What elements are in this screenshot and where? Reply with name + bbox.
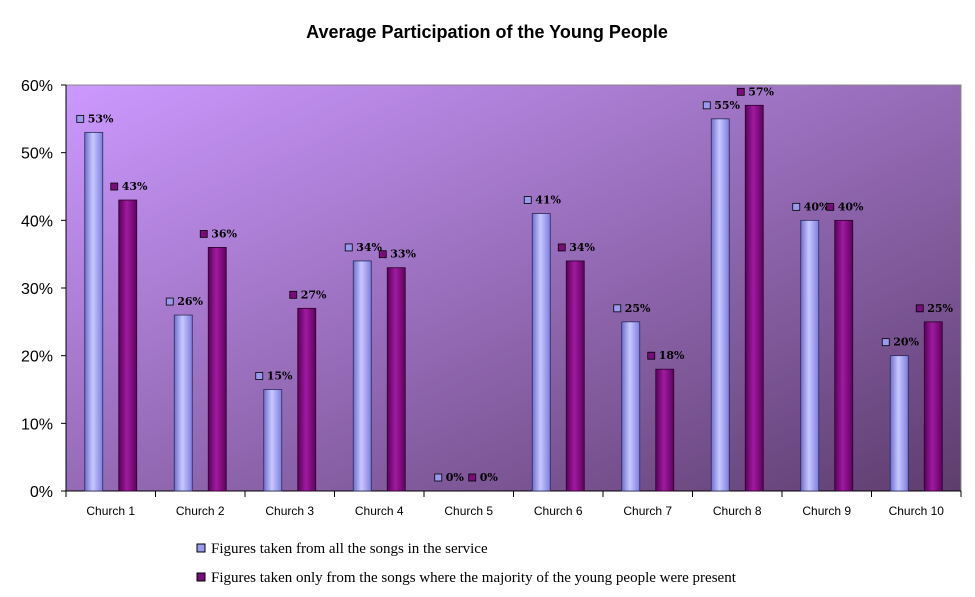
data-label: 36% [211,227,237,240]
plot-area [65,84,962,492]
legend-label-series-2: Figures taken only from the songs where … [211,570,737,586]
data-label-marker [647,351,656,360]
y-tick-label: 50% [21,146,53,163]
data-label: 34% [569,241,595,254]
y-tick-label: 60% [21,78,53,95]
data-label: 18% [659,349,685,362]
data-label: 25% [927,302,953,315]
bar-series-1 [531,213,551,492]
bar-series-2 [386,267,406,492]
y-tick-label: 40% [21,213,53,230]
data-label-marker [378,250,387,259]
bar-series-1 [352,260,372,492]
data-label: 27% [301,288,327,301]
data-label-marker [881,338,890,347]
bar-series-2 [118,199,138,492]
data-label-marker [199,229,208,238]
x-tick-label: Church 4 [355,504,404,518]
data-label-marker [792,202,801,211]
data-label-marker [165,297,174,306]
bar-series-1 [173,314,193,492]
y-tick-label: 0% [30,484,53,501]
x-tick-label: Church 3 [265,504,314,518]
bar-series-1 [889,355,909,492]
data-label: 57% [748,85,774,98]
bar-series-1 [84,131,104,492]
data-label: 40% [838,200,864,213]
legend-swatch-series-2 [196,572,206,582]
data-label-marker [468,473,477,482]
data-label: 25% [625,302,651,315]
data-label-marker [110,182,119,191]
x-axis: Church 1 Church 2 Church 3 Church 4 Church 5… [65,490,962,518]
bar-series-2 [834,219,854,492]
data-label-marker [76,114,85,123]
x-tick-label: Church 7 [623,504,672,518]
data-label-marker [915,304,924,313]
legend-swatch-series-1 [196,543,206,553]
data-label-marker [523,196,532,204]
bar-series-1 [800,219,820,492]
x-tick-label: Church 10 [889,504,945,518]
y-axis: 0% 10% 20% 30% 40% 50% 60% [21,78,67,501]
bar-series-1 [263,389,283,492]
x-tick-label: Church 1 [86,504,135,518]
chart-title: Average Participation of the Young Peopl… [306,22,668,42]
x-tick-label: Church 6 [534,504,583,518]
data-label: 20% [893,336,919,349]
data-label-marker [344,243,353,252]
data-label: 40% [804,200,830,213]
bar-series-2 [207,246,227,492]
bar-series-1 [710,118,730,492]
bar-series-2 [923,321,943,492]
data-label-marker [557,243,566,252]
data-label-marker [289,290,298,299]
legend: Figures taken from all the songs in the … [196,541,737,586]
data-label-marker [255,372,264,380]
data-label: 15% [267,370,293,383]
bar-series-2 [297,307,317,492]
data-label: 0% [480,471,499,484]
bar-series-2 [565,260,585,492]
bar-series-2 [744,104,764,492]
bar-series-2 [655,368,675,492]
x-tick-label: Church 5 [444,504,493,518]
x-tick-label: Church 8 [713,504,762,518]
data-label-marker [613,304,622,313]
bars [84,104,943,492]
data-label-marker [434,473,443,482]
data-label: 41% [535,194,561,207]
data-label-marker [826,202,835,211]
bar-series-1 [621,321,641,492]
data-label-marker [736,87,745,96]
y-tick-label: 10% [21,416,53,433]
data-label: 55% [714,99,740,112]
data-labels: 53% 43% 26% 36% 15% 27% 34% 33% 0% 0% 41% 34% 25% 18%… [76,85,954,484]
data-label: 34% [356,241,382,254]
data-label: 33% [390,248,416,261]
x-tick-label: Church 9 [802,504,851,518]
data-label: 53% [88,112,114,125]
y-tick-label: 20% [21,349,53,366]
x-tick-label: Church 2 [176,504,225,518]
legend-label-series-1: Figures taken from all the songs in the … [211,541,488,557]
data-label: 26% [177,295,203,308]
y-tick-label: 30% [21,281,53,298]
data-label: 0% [446,471,465,484]
data-label: 43% [122,180,148,193]
data-label-marker [702,101,711,110]
